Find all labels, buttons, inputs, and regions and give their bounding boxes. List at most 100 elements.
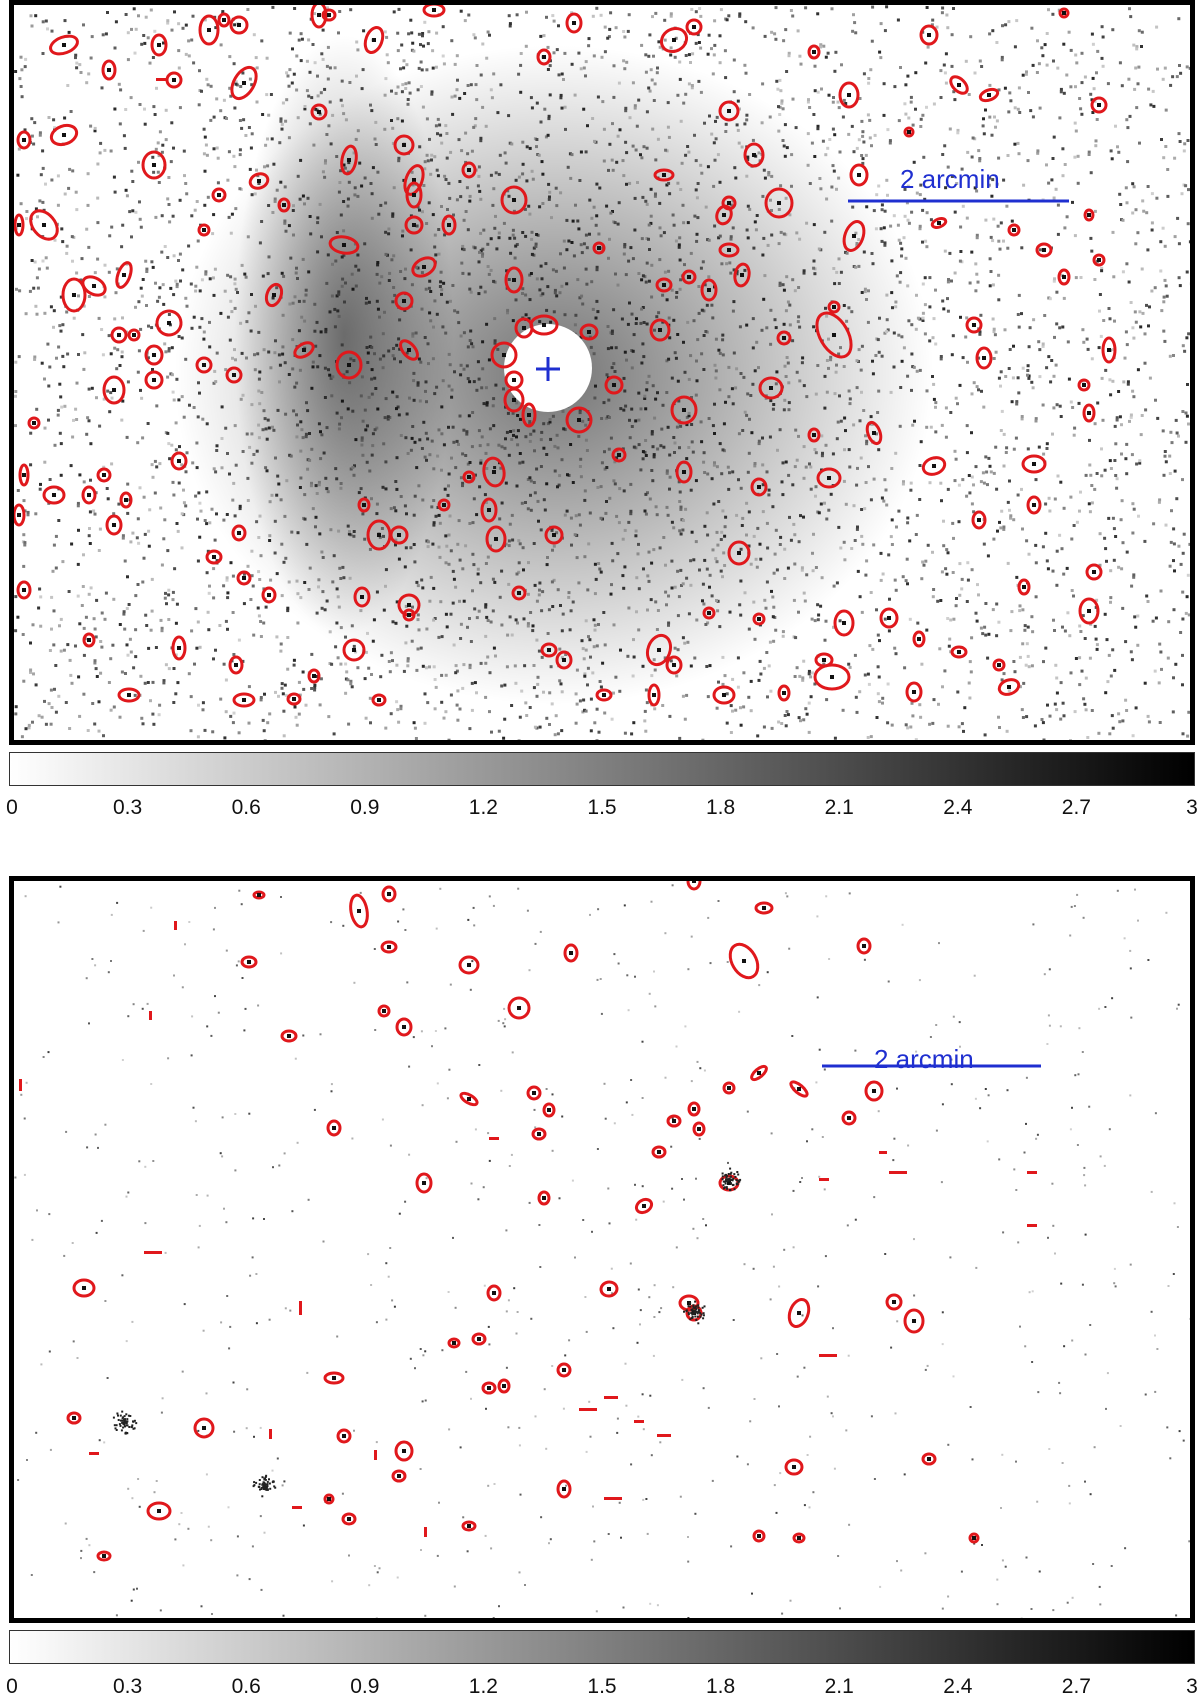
noise-pixel [1174, 235, 1177, 238]
noise-pixel [777, 105, 780, 108]
noise-pixel [1017, 376, 1020, 379]
noise-pixel [158, 462, 161, 465]
point-source-dot [172, 78, 176, 82]
noise-pixel [814, 65, 817, 68]
noise-pixel [968, 491, 971, 494]
noise-pixel [983, 543, 986, 546]
noise-pixel [238, 731, 241, 734]
noise-pixel [971, 502, 974, 505]
noise-pixel [770, 31, 773, 34]
noise-pixel [166, 197, 169, 200]
noise-pixel [152, 105, 155, 108]
noise-pixel [779, 89, 782, 92]
noise-pixel [384, 30, 387, 33]
noise-pixel [196, 518, 199, 521]
noise-pixel [949, 411, 952, 414]
noise-pixel [1169, 565, 1172, 568]
noise-pixel [976, 583, 979, 586]
noise-pixel [232, 653, 235, 656]
noise-pixel [294, 706, 297, 709]
noise-pixel [1027, 159, 1030, 162]
noise-pixel [152, 476, 155, 479]
noise-pixel [974, 289, 977, 292]
noise-pixel [70, 543, 73, 546]
noise-pixel [282, 710, 285, 713]
noise-pixel [722, 683, 725, 686]
noise-pixel [467, 14, 470, 17]
noise-pixel [94, 659, 97, 662]
noise-pixel [970, 670, 973, 673]
noise-pixel [798, 675, 801, 678]
noise-pixel [778, 79, 781, 82]
noise-pixel [55, 567, 58, 570]
noise-pixel [1181, 478, 1184, 481]
noise-pixel [1055, 291, 1058, 294]
noise-pixel [868, 683, 871, 686]
noise-pixel [1187, 574, 1190, 577]
noise-pixel [557, 24, 560, 27]
noise-pixel [209, 119, 212, 122]
noise-pixel [226, 179, 229, 182]
noise-pixel [557, 732, 560, 735]
noise-pixel [954, 211, 957, 214]
noise-pixel [450, 694, 453, 697]
noise-pixel [42, 52, 45, 55]
noise-pixel [181, 512, 184, 515]
noise-pixel [1137, 66, 1140, 69]
noise-pixel [1126, 160, 1129, 163]
noise-pixel [881, 203, 884, 206]
noise-pixel [367, 667, 370, 670]
noise-pixel [75, 272, 78, 275]
noise-pixel [216, 147, 219, 150]
noise-pixel [58, 324, 61, 327]
noise-pixel [745, 72, 748, 75]
noise-pixel [919, 125, 922, 128]
noise-pixel [48, 702, 51, 705]
noise-pixel [856, 711, 859, 714]
noise-pixel [187, 39, 190, 42]
noise-pixel [763, 726, 766, 729]
noise-pixel [927, 46, 930, 49]
noise-pixel [1088, 439, 1091, 442]
noise-pixel [1057, 204, 1060, 207]
noise-pixel [955, 597, 958, 600]
noise-pixel [939, 599, 942, 602]
noise-pixel [1100, 474, 1103, 477]
noise-pixel [1047, 8, 1050, 11]
noise-pixel [987, 633, 990, 636]
noise-pixel [1162, 429, 1165, 432]
noise-pixel [37, 287, 40, 290]
noise-pixel [1084, 637, 1087, 640]
noise-pixel [1064, 163, 1067, 166]
noise-pixel [1046, 32, 1049, 35]
noise-pixel [1081, 81, 1084, 84]
noise-pixel [1074, 234, 1077, 237]
noise-pixel [23, 544, 26, 547]
noise-pixel [1113, 459, 1116, 462]
noise-pixel [197, 560, 200, 563]
noise-pixel [140, 226, 143, 229]
noise-pixel [1104, 691, 1107, 694]
noise-pixel [1021, 642, 1024, 645]
noise-pixel [291, 47, 294, 50]
noise-pixel [168, 313, 171, 316]
noise-pixel [144, 260, 147, 263]
noise-pixel [32, 287, 35, 290]
noise-pixel [606, 37, 609, 40]
noise-pixel [174, 692, 177, 695]
noise-pixel [1122, 541, 1125, 544]
noise-pixel [908, 222, 911, 225]
noise-pixel [263, 729, 266, 732]
noise-pixel [1074, 54, 1077, 57]
noise-pixel [85, 81, 88, 84]
noise-pixel [183, 174, 186, 177]
noise-pixel [121, 351, 124, 354]
noise-pixel [164, 597, 167, 600]
noise-pixel [730, 731, 733, 734]
noise-pixel [847, 663, 850, 666]
noise-pixel [134, 594, 137, 597]
noise-pixel [1113, 559, 1116, 562]
noise-pixel [448, 739, 451, 740]
noise-pixel [147, 530, 150, 533]
noise-pixel [918, 703, 921, 706]
